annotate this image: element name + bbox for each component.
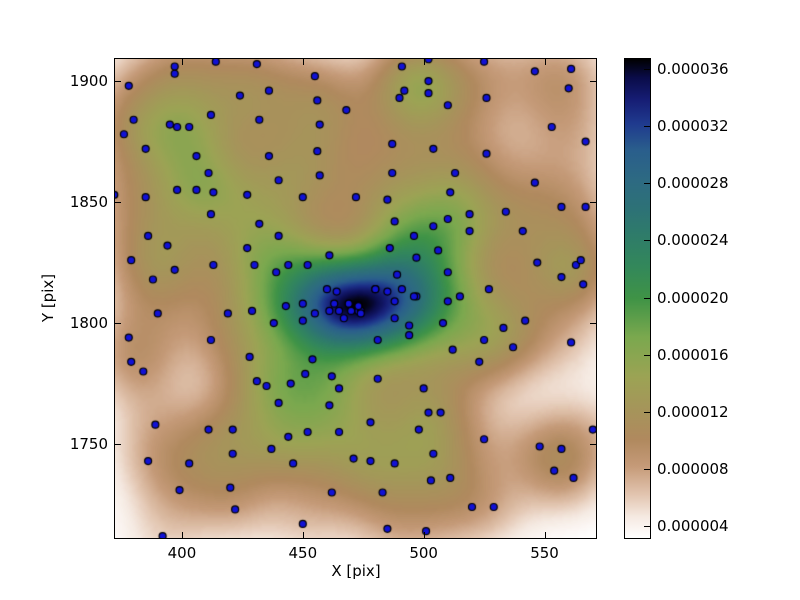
colorbar (624, 58, 651, 539)
colorbar-tick-mark (644, 297, 650, 299)
colorbar-tick-mark (644, 240, 650, 242)
y-tick-label: 1850 (69, 193, 108, 212)
x-tick-mark (181, 59, 183, 65)
colorbar-tick-mark (644, 69, 650, 71)
colorbar-tick-label: 0.000016 (657, 345, 729, 364)
y-tick-mark (115, 444, 121, 446)
y-tick-mark (590, 323, 596, 325)
colorbar-tick-label: 0.000024 (657, 231, 729, 250)
x-tick-label: 400 (167, 544, 197, 562)
y-tick-label: 1750 (69, 435, 108, 454)
y-axis-label: Y [pix] (39, 273, 57, 323)
x-tick-mark (302, 59, 304, 65)
x-tick-label: 450 (288, 544, 318, 562)
x-tick-label: 550 (530, 544, 559, 562)
colorbar-tick-label: 0.000036 (657, 60, 729, 79)
y-tick-mark (590, 444, 596, 446)
x-tick-mark (544, 59, 546, 65)
x-tick-mark (544, 532, 546, 538)
y-tick-mark (590, 202, 596, 204)
colorbar-tick-label: 0.000020 (657, 288, 729, 307)
colorbar-tick-mark (644, 183, 650, 185)
colorbar-tick-label: 0.000012 (657, 402, 729, 421)
x-axis-label: X [pix] (331, 562, 381, 580)
x-tick-mark (423, 532, 425, 538)
y-tick-mark (590, 81, 596, 83)
colorbar-tick-mark (644, 411, 650, 413)
colorbar-tick-mark (644, 126, 650, 128)
x-tick-label: 500 (409, 544, 438, 562)
y-tick-mark (115, 323, 121, 325)
colorbar-tick-label: 0.000032 (657, 117, 729, 136)
colorbar-tick-mark (644, 525, 650, 527)
colorbar-tick-label: 0.000008 (657, 459, 729, 478)
plot-frame (114, 58, 597, 539)
y-tick-mark (115, 202, 121, 204)
colorbar-tick-label: 0.000028 (657, 174, 729, 193)
colorbar-tick-mark (644, 354, 650, 356)
y-tick-mark (115, 81, 121, 83)
x-tick-mark (423, 59, 425, 65)
y-tick-label: 1800 (69, 314, 108, 333)
colorbar-tick-mark (644, 468, 650, 470)
y-tick-label: 1900 (69, 72, 108, 91)
kde-density-scatter-canvas (115, 59, 596, 538)
x-tick-mark (302, 532, 304, 538)
colorbar-gradient (625, 59, 650, 538)
colorbar-tick-label: 0.000004 (657, 516, 729, 535)
x-tick-mark (181, 532, 183, 538)
